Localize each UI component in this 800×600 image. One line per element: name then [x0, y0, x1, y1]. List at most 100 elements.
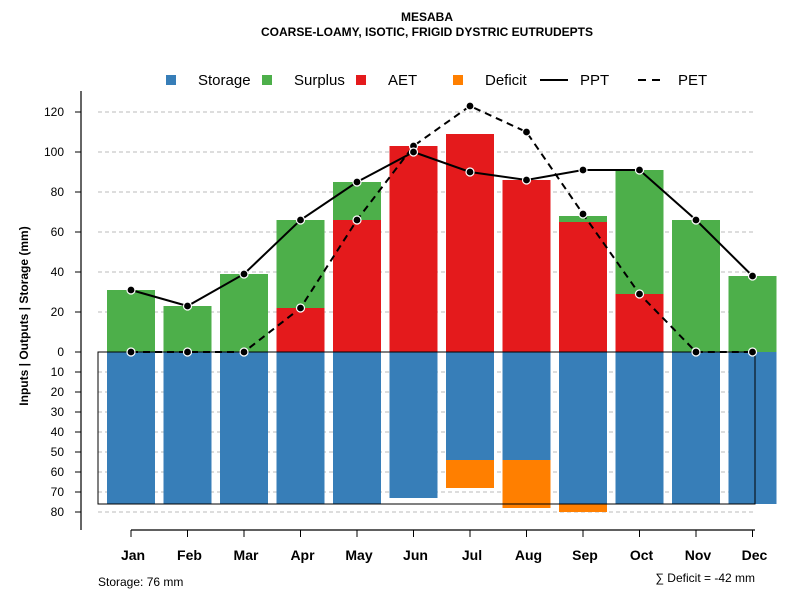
- legend-label-aet: AET: [388, 72, 417, 89]
- chart-subtitle: COARSE-LOAMY, ISOTIC, FRIGID DYSTRIC EUT…: [261, 25, 593, 39]
- storage-bar-nov: [672, 352, 720, 504]
- y-tick-label-neg-20: 20: [51, 385, 65, 399]
- storage-bar-jun: [389, 352, 438, 498]
- surplus-bar-apr: [276, 220, 325, 308]
- pet-point-jan: [126, 347, 136, 357]
- storage-bar-jul: [446, 352, 494, 460]
- deficit-bar-jul: [446, 460, 494, 488]
- storage-footer-text: Storage: 76 mm: [98, 575, 183, 589]
- ppt-point-jan: [126, 285, 136, 295]
- storage-bar-sep: [559, 352, 607, 504]
- ppt-point-oct: [634, 165, 645, 175]
- aet-bar-oct: [615, 294, 664, 352]
- y-tick-label-120: 120: [44, 105, 64, 119]
- storage-bar-oct: [615, 352, 664, 504]
- storage-bar-feb: [163, 352, 212, 504]
- ppt-point-nov: [691, 215, 701, 225]
- storage-bar-dec: [728, 352, 777, 504]
- y-tick-label-neg-40: 40: [51, 425, 65, 439]
- pet-point-jul: [465, 101, 475, 111]
- legend-item-aet: AET: [356, 72, 417, 89]
- x-tick-label-sep: Sep: [572, 547, 598, 563]
- ppt-point-may: [352, 177, 362, 187]
- x-tick-label-aug: Aug: [515, 547, 542, 563]
- y-tick-label-neg-80: 80: [51, 505, 65, 519]
- aet-bar-aug: [502, 180, 551, 352]
- aet-bar-may: [333, 220, 381, 352]
- x-tick-label-jun: Jun: [403, 547, 428, 563]
- legend-item-surplus: Surplus: [262, 72, 345, 89]
- ppt-point-jul: [465, 167, 475, 177]
- axes: [80, 91, 755, 531]
- chart-title: MESABA: [401, 10, 453, 24]
- legend-swatch-storage: [166, 75, 176, 85]
- ppt-point-dec: [747, 271, 758, 281]
- surplus-bar-nov: [672, 220, 720, 352]
- ppt-point-sep: [578, 165, 588, 175]
- aet-bar-sep: [559, 222, 607, 352]
- x-tick-label-nov: Nov: [685, 547, 712, 563]
- y-tick-label-neg-70: 70: [51, 485, 65, 499]
- y-tick-label-40: 40: [51, 265, 65, 279]
- legend-swatch-surplus: [262, 75, 272, 85]
- surplus-bar-may: [333, 182, 381, 220]
- ppt-point-feb: [182, 301, 193, 311]
- x-tick-label-dec: Dec: [742, 547, 768, 563]
- legend-label-storage: Storage: [198, 72, 251, 89]
- legend-swatch-deficit: [453, 75, 463, 85]
- bars: [107, 134, 777, 512]
- storage-bar-jan: [107, 352, 155, 504]
- x-tick-label-mar: Mar: [234, 547, 259, 563]
- pet-point-dec: [747, 347, 758, 357]
- storage-bar-apr: [276, 352, 325, 504]
- legend-item-ppt: PPT: [540, 72, 609, 89]
- surplus-bar-oct: [615, 170, 664, 294]
- storage-bar-aug: [502, 352, 551, 460]
- x-tick-label-jul: Jul: [462, 547, 482, 563]
- pet-point-aug: [521, 127, 532, 137]
- legend: Storage Surplus AET Deficit PPT PET: [166, 72, 707, 89]
- ppt-line: [130, 150, 754, 308]
- aet-bar-apr: [276, 308, 325, 352]
- y-tick-label-0: 0: [57, 345, 64, 359]
- pet-point-sep: [578, 209, 588, 219]
- y-axis-ticks: 120 100 80 60 40 20 0 10 20 30 40 50 60 70 80: [44, 105, 81, 519]
- legend-item-pet: PET: [638, 72, 707, 89]
- pet-point-mar: [239, 347, 249, 357]
- legend-item-deficit: Deficit: [453, 72, 528, 89]
- legend-label-deficit: Deficit: [485, 72, 528, 89]
- x-tick-label-feb: Feb: [177, 547, 202, 563]
- pet-point-apr: [295, 303, 306, 313]
- storage-bar-may: [333, 352, 381, 504]
- storage-bar-mar: [220, 352, 268, 504]
- pet-point-nov: [691, 347, 701, 357]
- deficit-footer-text: ∑ Deficit = -42 mm: [655, 571, 755, 585]
- y-tick-label-neg-50: 50: [51, 445, 65, 459]
- surplus-bar-sep: [559, 216, 607, 222]
- x-tick-label-may: May: [345, 547, 372, 563]
- legend-label-pet: PET: [678, 72, 707, 89]
- y-tick-label-60: 60: [51, 225, 65, 239]
- x-tick-label-apr: Apr: [290, 547, 315, 563]
- y-tick-label-80: 80: [51, 185, 65, 199]
- x-axis-ticks: Jan Feb Mar Apr May Jun Jul Aug Sep Oct Nov Dec: [121, 530, 768, 563]
- y-tick-label-100: 100: [44, 145, 64, 159]
- y-tick-label-neg-10: 10: [51, 365, 65, 379]
- aet-bar-jun: [389, 146, 438, 352]
- deficit-bar-aug: [502, 460, 551, 508]
- pet-point-may: [352, 215, 362, 225]
- y-tick-label-neg-30: 30: [51, 405, 65, 419]
- ppt-point-aug: [521, 175, 532, 185]
- surplus-bar-dec: [728, 276, 777, 352]
- ppt-point-jun: [408, 147, 419, 157]
- series-points: [126, 101, 758, 357]
- series-lines: [130, 104, 754, 353]
- ppt-point-mar: [239, 269, 249, 279]
- deficit-bar-sep: [559, 504, 607, 512]
- x-tick-label-jan: Jan: [121, 547, 145, 563]
- legend-label-surplus: Surplus: [294, 72, 345, 89]
- ppt-point-apr: [295, 215, 306, 225]
- pet-point-oct: [634, 289, 645, 299]
- storage-capacity-frame: [97, 351, 756, 505]
